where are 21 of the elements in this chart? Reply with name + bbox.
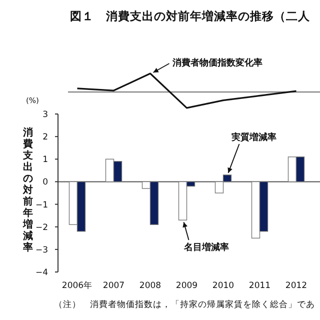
y-tick-label: 2 xyxy=(42,132,48,143)
x-tick-label: 2006年 xyxy=(62,280,93,291)
chart-title: 図１ 消費支出の対前年増減率の推移（二人 xyxy=(70,9,311,23)
y-tick-label: −3 xyxy=(35,245,48,256)
x-tick-label: 2011 xyxy=(248,281,271,291)
x-tick-label: 2010 xyxy=(212,281,234,291)
y-tick-label: 0 xyxy=(42,178,48,188)
y-tick-label: −2 xyxy=(35,222,48,233)
y-tick-label: −1 xyxy=(35,200,48,210)
x-tick-label: 2012 xyxy=(285,281,308,291)
x-tick-label: 2008 xyxy=(139,281,162,291)
text: 実質増減率 xyxy=(230,131,276,143)
text: 名目増減率 xyxy=(182,241,229,253)
x-tick-label: 2007 xyxy=(102,281,125,291)
x-tick-label: 2009 xyxy=(176,281,198,291)
text: 消費支出の対前年増減率 xyxy=(23,128,33,254)
y-tick-label: −4 xyxy=(35,268,48,278)
text: （注） 消費者物価指数は，「持家の帰属家賃を除く総合」であ xyxy=(54,299,315,310)
legend-label: 消費者物価指数変化率 xyxy=(171,58,262,68)
y-tick-label: 1 xyxy=(42,155,48,166)
y-tick-label: 3 xyxy=(42,110,48,120)
